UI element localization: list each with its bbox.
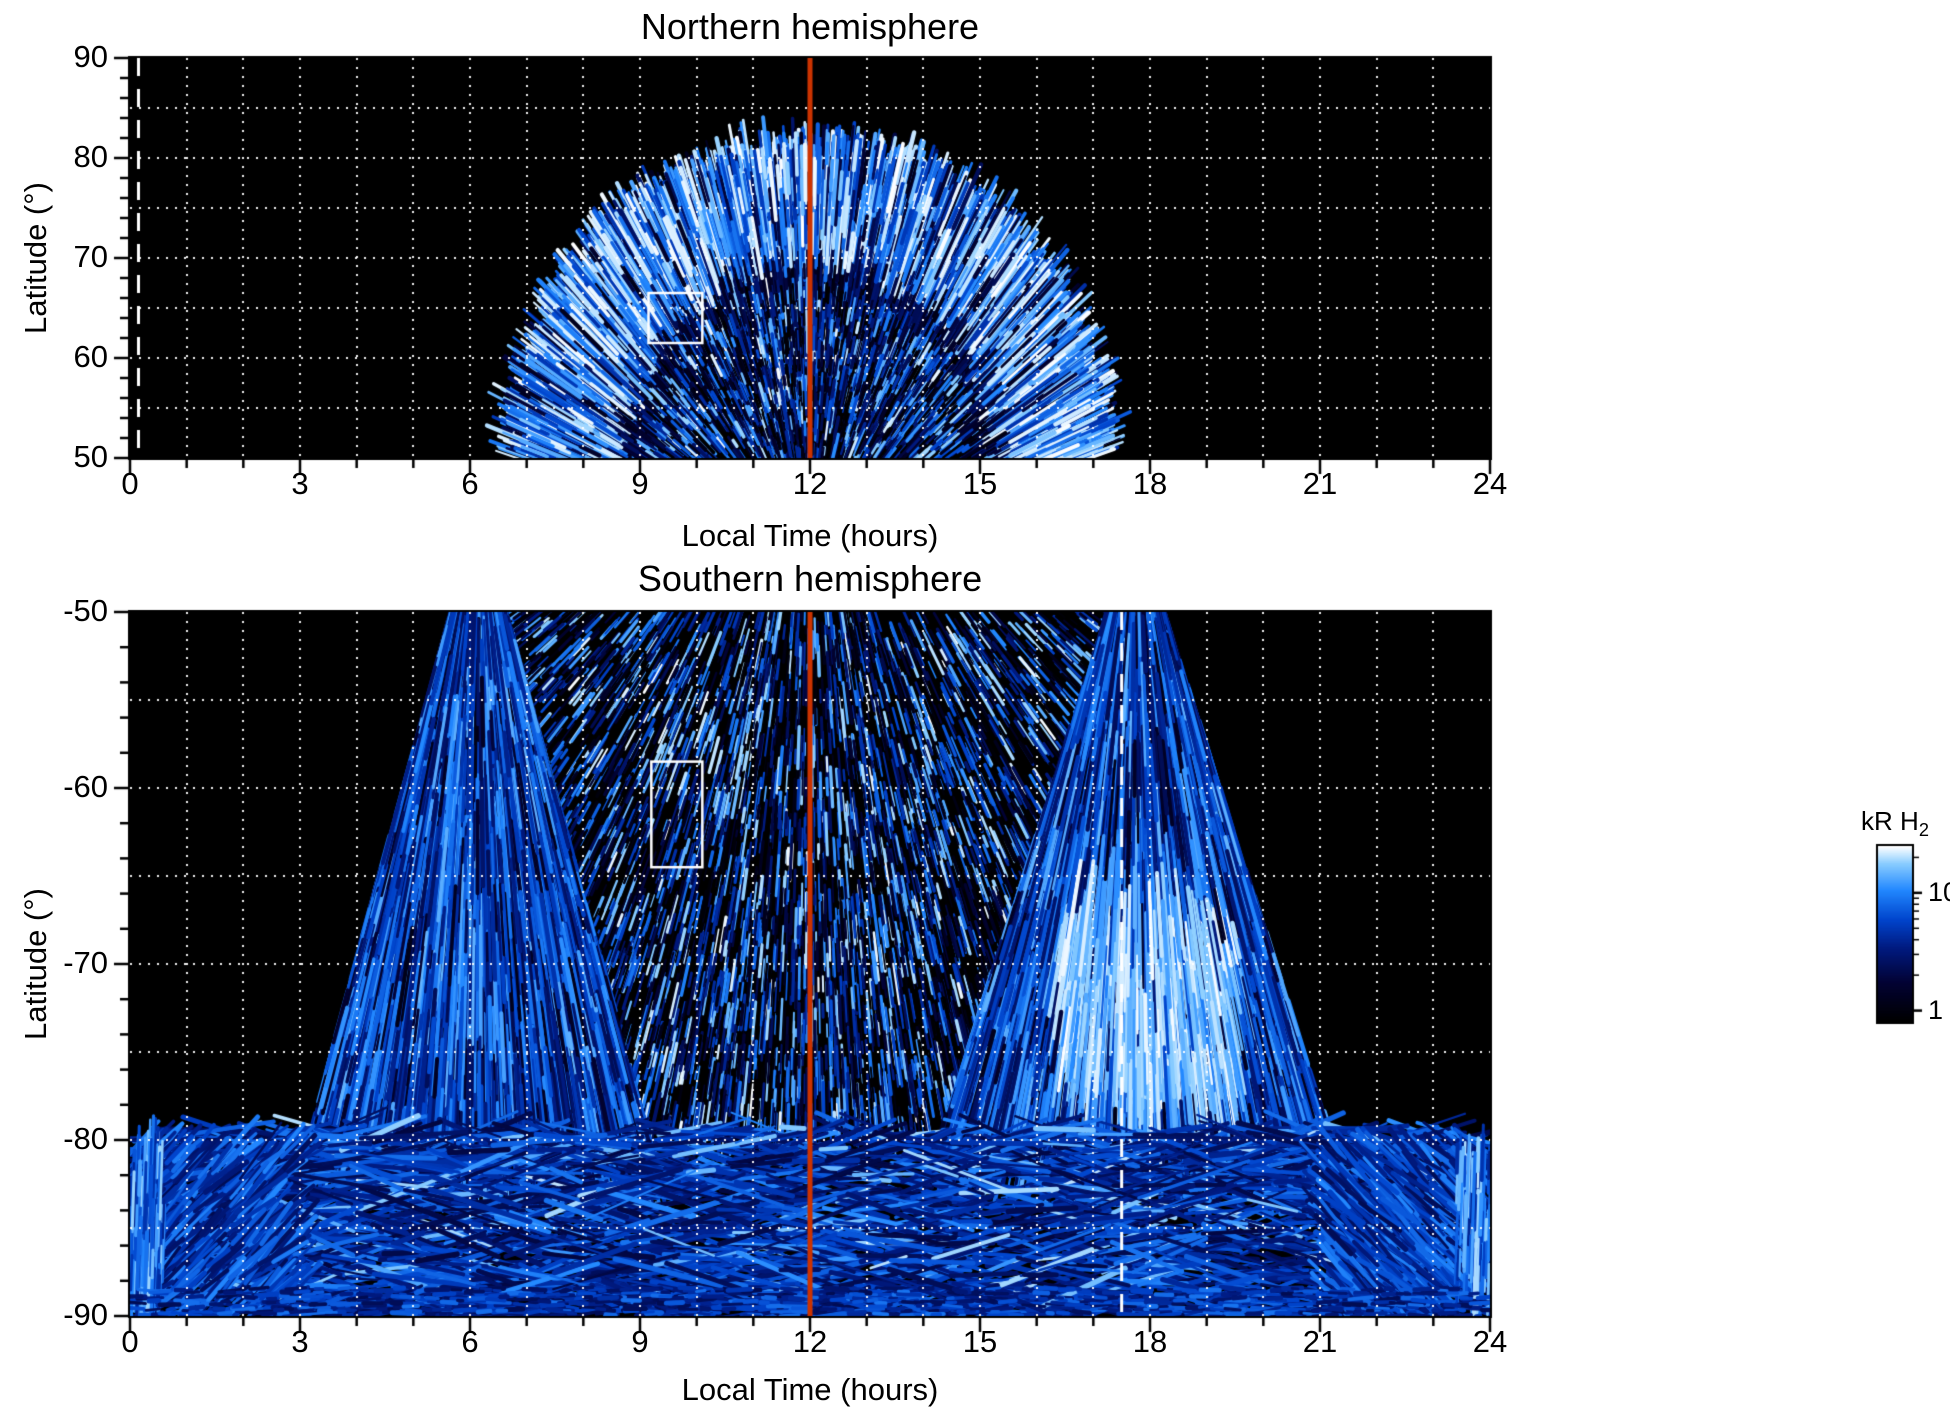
x-axis-label-south: Local Time (hours) [681, 1372, 939, 1407]
x-axis-label-north: Local Time (hours) [681, 518, 939, 553]
x-tick-label: 6 [461, 1324, 479, 1359]
colorbar-label: kR H2 [1861, 806, 1929, 841]
x-tick-label: 9 [631, 1324, 649, 1359]
colorbar-tick-label: 10 [1928, 876, 1950, 907]
colorbar-label-subscript: 2 [1918, 820, 1929, 841]
x-tick-label: 0 [121, 1324, 139, 1359]
x-tick-label: 6 [461, 466, 479, 501]
y-tick-label: -70 [63, 945, 108, 980]
x-tick-label: 18 [1132, 466, 1168, 501]
x-tick-label: 12 [792, 466, 828, 501]
x-tick-label: 24 [1472, 1324, 1508, 1359]
x-tick-label: 0 [121, 466, 139, 501]
y-tick-label: 90 [73, 39, 108, 74]
y-tick-label: -60 [63, 769, 108, 804]
x-tick-label: 9 [631, 466, 649, 501]
x-tick-label: 3 [291, 1324, 309, 1359]
x-tick-label: 21 [1302, 466, 1338, 501]
colorbar-label-text: kR H [1861, 806, 1919, 836]
x-tick-label: 24 [1472, 466, 1508, 501]
plot-title-northern: Northern hemisphere [640, 6, 980, 47]
y-tick-label: 70 [73, 239, 108, 274]
y-tick-label: -90 [63, 1297, 108, 1332]
colorbar-tick-label: 1 [1928, 994, 1944, 1025]
x-tick-label: 3 [291, 466, 309, 501]
y-tick-label: 50 [73, 439, 108, 474]
plot-title-southern: Southern hemisphere [637, 558, 983, 599]
x-tick-label: 21 [1302, 1324, 1338, 1359]
y-tick-label: 60 [73, 339, 108, 374]
x-tick-label: 15 [962, 466, 998, 501]
y-tick-label: -50 [63, 593, 108, 628]
x-tick-label: 15 [962, 1324, 998, 1359]
x-tick-label: 18 [1132, 1324, 1168, 1359]
x-tick-label: 12 [792, 1324, 828, 1359]
y-tick-label: -80 [63, 1121, 108, 1156]
y-tick-label: 80 [73, 139, 108, 174]
